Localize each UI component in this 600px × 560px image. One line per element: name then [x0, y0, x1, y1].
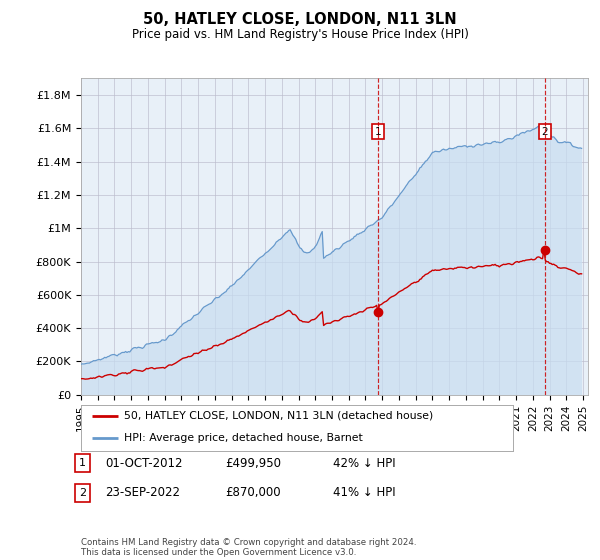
Text: 2: 2	[79, 488, 86, 498]
Text: Price paid vs. HM Land Registry's House Price Index (HPI): Price paid vs. HM Land Registry's House …	[131, 28, 469, 41]
Text: 01-OCT-2012: 01-OCT-2012	[105, 456, 182, 470]
Text: 41% ↓ HPI: 41% ↓ HPI	[333, 486, 395, 500]
Text: £499,950: £499,950	[225, 456, 281, 470]
Text: 50, HATLEY CLOSE, LONDON, N11 3LN: 50, HATLEY CLOSE, LONDON, N11 3LN	[143, 12, 457, 27]
Text: 2: 2	[542, 127, 548, 137]
Text: 50, HATLEY CLOSE, LONDON, N11 3LN (detached house): 50, HATLEY CLOSE, LONDON, N11 3LN (detac…	[124, 411, 433, 421]
Text: HPI: Average price, detached house, Barnet: HPI: Average price, detached house, Barn…	[124, 433, 363, 443]
Text: 1: 1	[79, 458, 86, 468]
Text: Contains HM Land Registry data © Crown copyright and database right 2024.
This d: Contains HM Land Registry data © Crown c…	[81, 538, 416, 557]
Text: 23-SEP-2022: 23-SEP-2022	[105, 486, 180, 500]
Text: £870,000: £870,000	[225, 486, 281, 500]
Text: 42% ↓ HPI: 42% ↓ HPI	[333, 456, 395, 470]
Text: 1: 1	[374, 127, 382, 137]
